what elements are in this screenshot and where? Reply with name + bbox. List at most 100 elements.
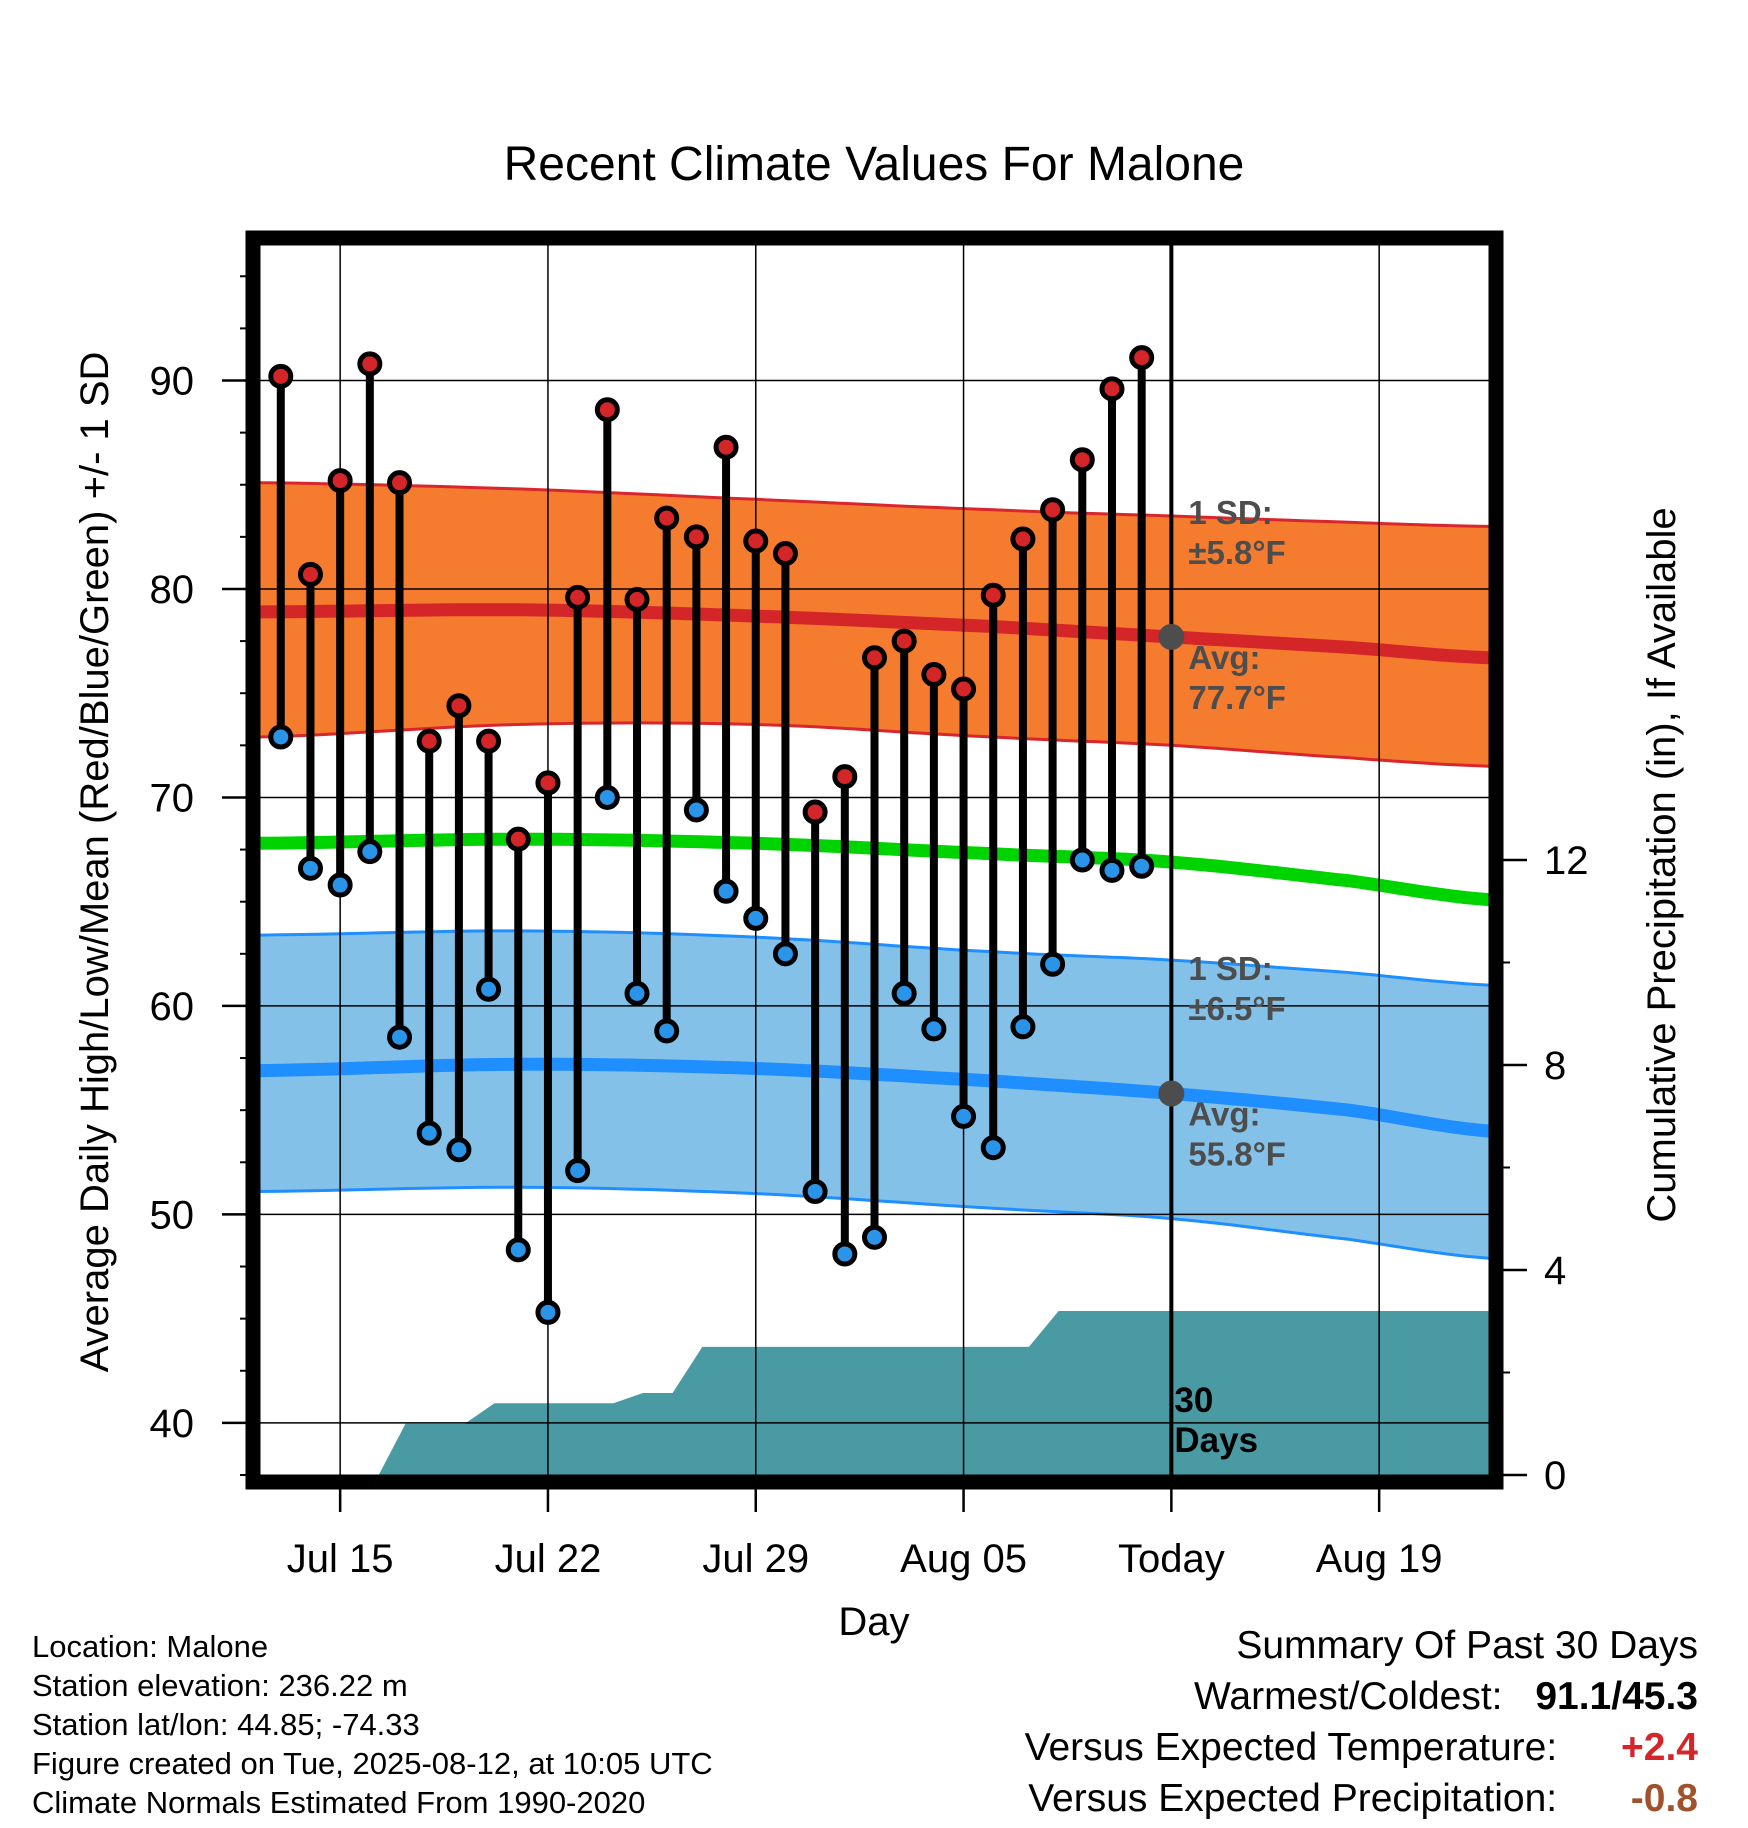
precip-area	[378, 1311, 1489, 1475]
daily-high-point	[1040, 497, 1066, 523]
daily-high-point	[921, 661, 947, 687]
daily-low-point	[535, 1299, 561, 1325]
daily-low-point	[891, 980, 917, 1006]
temp-departure-value: +2.4	[1621, 1726, 1698, 1769]
daily-high-point	[268, 363, 294, 389]
daily-low-point	[772, 941, 798, 967]
low-avg-label: Avg:	[1188, 1095, 1260, 1132]
y-tick-label: 90	[150, 360, 195, 404]
daily-high-point	[624, 586, 650, 612]
daily-low-point	[446, 1137, 472, 1163]
y-tick-label: 70	[150, 776, 195, 820]
normals-text: Climate Normals Estimated From 1990-2020	[32, 1785, 646, 1820]
daily-high-point	[891, 628, 917, 654]
daily-low-point	[297, 855, 323, 881]
plot-content	[260, 245, 1489, 1475]
warm-cold-value: 91.1/45.3	[1535, 1675, 1698, 1718]
daily-high-point	[416, 728, 442, 754]
x-tick-label: Aug 05	[900, 1537, 1027, 1581]
daily-high-point	[683, 524, 709, 550]
x-tick-label: Jul 15	[287, 1537, 394, 1581]
latlon-text: Station lat/lon: 44.85; -74.33	[32, 1707, 420, 1742]
y2-tick-label: 0	[1544, 1454, 1566, 1498]
elevation-text: Station elevation: 236.22 m	[32, 1668, 408, 1703]
window-label-number: 30	[1174, 1381, 1213, 1420]
daily-high-point	[446, 693, 472, 719]
x-tick-label: Today	[1118, 1537, 1225, 1581]
low-sd-value: ±6.5°F	[1188, 990, 1285, 1027]
daily-low-point	[832, 1241, 858, 1267]
low-avg-value: 55.8°F	[1188, 1135, 1286, 1172]
x-tick-label: Jul 29	[702, 1537, 809, 1581]
temp-departure-label: Versus Expected Temperature:	[1024, 1726, 1558, 1769]
y2-tick-label: 4	[1544, 1249, 1566, 1293]
today-low-avg-marker	[1158, 1080, 1185, 1107]
x-axis-label: Day	[838, 1600, 909, 1644]
high-avg-value: 77.7°F	[1188, 679, 1286, 716]
daily-low-point	[624, 980, 650, 1006]
summary-title: Summary Of Past 30 Days	[1236, 1624, 1698, 1667]
daily-high-point	[476, 728, 502, 754]
daily-high-point	[505, 826, 531, 852]
today-high-avg-marker	[1158, 623, 1185, 650]
daily-high-point	[654, 505, 680, 531]
daily-low-point	[416, 1120, 442, 1146]
daily-low-point	[476, 976, 502, 1002]
daily-low-point	[1069, 847, 1095, 873]
daily-high-point	[743, 528, 769, 554]
daily-high-point	[1129, 345, 1155, 371]
daily-low-point	[802, 1178, 828, 1204]
daily-low-point	[565, 1158, 591, 1184]
y2-tick-label: 12	[1544, 839, 1589, 883]
precip-departure-label: Versus Expected Precipitation:	[1028, 1777, 1558, 1820]
daily-low-point	[921, 1016, 947, 1042]
daily-high-point	[802, 799, 828, 825]
daily-high-point	[535, 770, 561, 796]
daily-low-point	[862, 1224, 887, 1250]
daily-high-point	[1099, 376, 1125, 402]
y-tick-label: 40	[150, 1402, 195, 1446]
daily-low-point	[1099, 857, 1125, 883]
daily-low-point	[654, 1018, 680, 1044]
summary-panel: Summary Of Past 30 Days Warmest/Coldest:…	[1025, 1620, 1698, 1824]
daily-high-point	[1010, 526, 1036, 552]
y-axis-label: Average Daily High/Low/Mean (Red/Blue/Gr…	[73, 352, 117, 1373]
daily-low-point	[951, 1103, 977, 1129]
y2-tick-label: 8	[1544, 1044, 1566, 1088]
daily-low-point	[683, 797, 709, 823]
y-tick-label: 80	[150, 568, 195, 612]
y-tick-label: 50	[150, 1193, 195, 1237]
daily-low-point	[713, 878, 739, 904]
window-label-days: Days	[1174, 1421, 1258, 1460]
station-metadata: Location: Malone Station elevation: 236.…	[32, 1627, 713, 1822]
warm-cold-label: Warmest/Coldest:	[1194, 1675, 1503, 1718]
daily-low-point	[327, 872, 353, 898]
daily-low-point	[980, 1135, 1006, 1161]
location-text: Location: Malone	[32, 1629, 269, 1664]
x-tick-label: Jul 22	[495, 1537, 602, 1581]
daily-low-point	[1040, 951, 1066, 977]
y-tick-label: 60	[150, 985, 195, 1029]
daily-low-point	[743, 905, 769, 931]
daily-low-point	[505, 1237, 531, 1263]
daily-high-point	[297, 561, 323, 587]
daily-high-point	[357, 351, 383, 377]
daily-low-point	[357, 839, 383, 865]
high-sd-value: ±5.8°F	[1188, 534, 1285, 571]
daily-low-point	[387, 1024, 413, 1050]
created-text: Figure created on Tue, 2025-08-12, at 10…	[32, 1746, 713, 1781]
daily-low-point	[1129, 853, 1155, 879]
low-sd-label: 1 SD:	[1188, 950, 1272, 987]
daily-low-point	[594, 784, 620, 810]
daily-high-point	[327, 468, 353, 494]
daily-high-point	[713, 434, 739, 460]
daily-high-point	[565, 584, 591, 610]
daily-high-point	[951, 676, 977, 702]
high-sd-label: 1 SD:	[1188, 494, 1272, 531]
daily-high-point	[772, 541, 798, 567]
x-tick-label: Aug 19	[1316, 1537, 1443, 1581]
high-band-upper-edge	[260, 481, 1489, 528]
precip-departure-value: -0.8	[1630, 1777, 1698, 1820]
chart-title: Recent Climate Values For Malone	[504, 138, 1245, 191]
